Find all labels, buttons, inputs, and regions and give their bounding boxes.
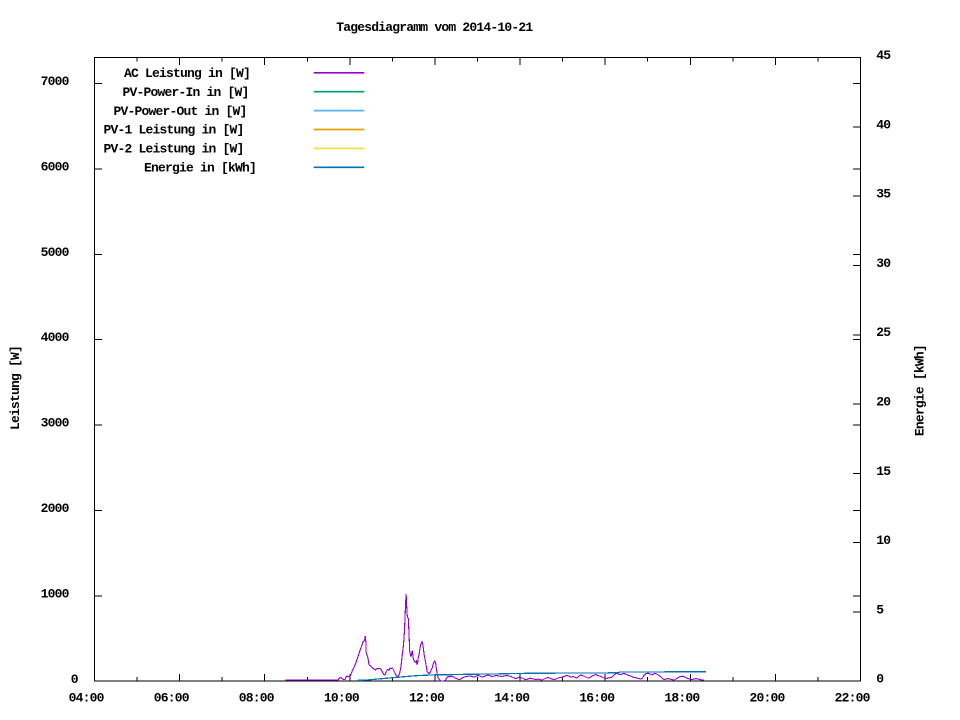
svg-text:Tagesdiagramm vom 2014-10-21: Tagesdiagramm vom 2014-10-21: [336, 20, 533, 35]
svg-text:08:00: 08:00: [239, 691, 275, 706]
svg-text:25: 25: [876, 325, 891, 340]
svg-text:5: 5: [876, 602, 884, 617]
svg-text:12:00: 12:00: [409, 691, 445, 706]
svg-text:10: 10: [876, 533, 891, 548]
svg-text:Energie in [kWh]: Energie in [kWh]: [144, 161, 256, 176]
svg-text:3000: 3000: [41, 416, 70, 431]
svg-text:0: 0: [71, 672, 79, 687]
svg-text:6000: 6000: [41, 160, 70, 175]
svg-text:PV-Power-Out in [W]: PV-Power-Out in [W]: [114, 104, 247, 119]
svg-text:2000: 2000: [41, 501, 70, 516]
svg-text:PV-1 Leistung in [W]: PV-1 Leistung in [W]: [104, 123, 244, 138]
svg-text:20:00: 20:00: [750, 691, 786, 706]
svg-text:30: 30: [876, 256, 891, 271]
svg-text:35: 35: [876, 187, 891, 202]
svg-text:PV-2 Leistung in [W]: PV-2 Leistung in [W]: [104, 142, 244, 157]
svg-text:45: 45: [876, 48, 891, 63]
svg-text:1000: 1000: [41, 586, 70, 601]
svg-text:16:00: 16:00: [579, 691, 615, 706]
svg-text:04:00: 04:00: [69, 691, 105, 706]
svg-text:20: 20: [876, 395, 891, 410]
svg-text:15: 15: [876, 464, 891, 479]
svg-text:4000: 4000: [41, 330, 70, 345]
svg-text:22:00: 22:00: [835, 691, 871, 706]
svg-text:06:00: 06:00: [154, 691, 190, 706]
svg-text:Energie [kWh]: Energie [kWh]: [913, 345, 928, 436]
svg-text:AC Leistung in [W]: AC Leistung in [W]: [124, 66, 250, 81]
svg-text:5000: 5000: [41, 245, 70, 260]
svg-text:Leistung [W]: Leistung [W]: [8, 346, 23, 430]
svg-text:7000: 7000: [41, 74, 70, 89]
svg-text:18:00: 18:00: [664, 691, 700, 706]
svg-text:PV-Power-In in [W]: PV-Power-In in [W]: [123, 85, 249, 100]
svg-text:10:00: 10:00: [324, 691, 360, 706]
svg-text:40: 40: [876, 117, 891, 132]
svg-text:14:00: 14:00: [494, 691, 530, 706]
svg-text:0: 0: [876, 672, 884, 687]
